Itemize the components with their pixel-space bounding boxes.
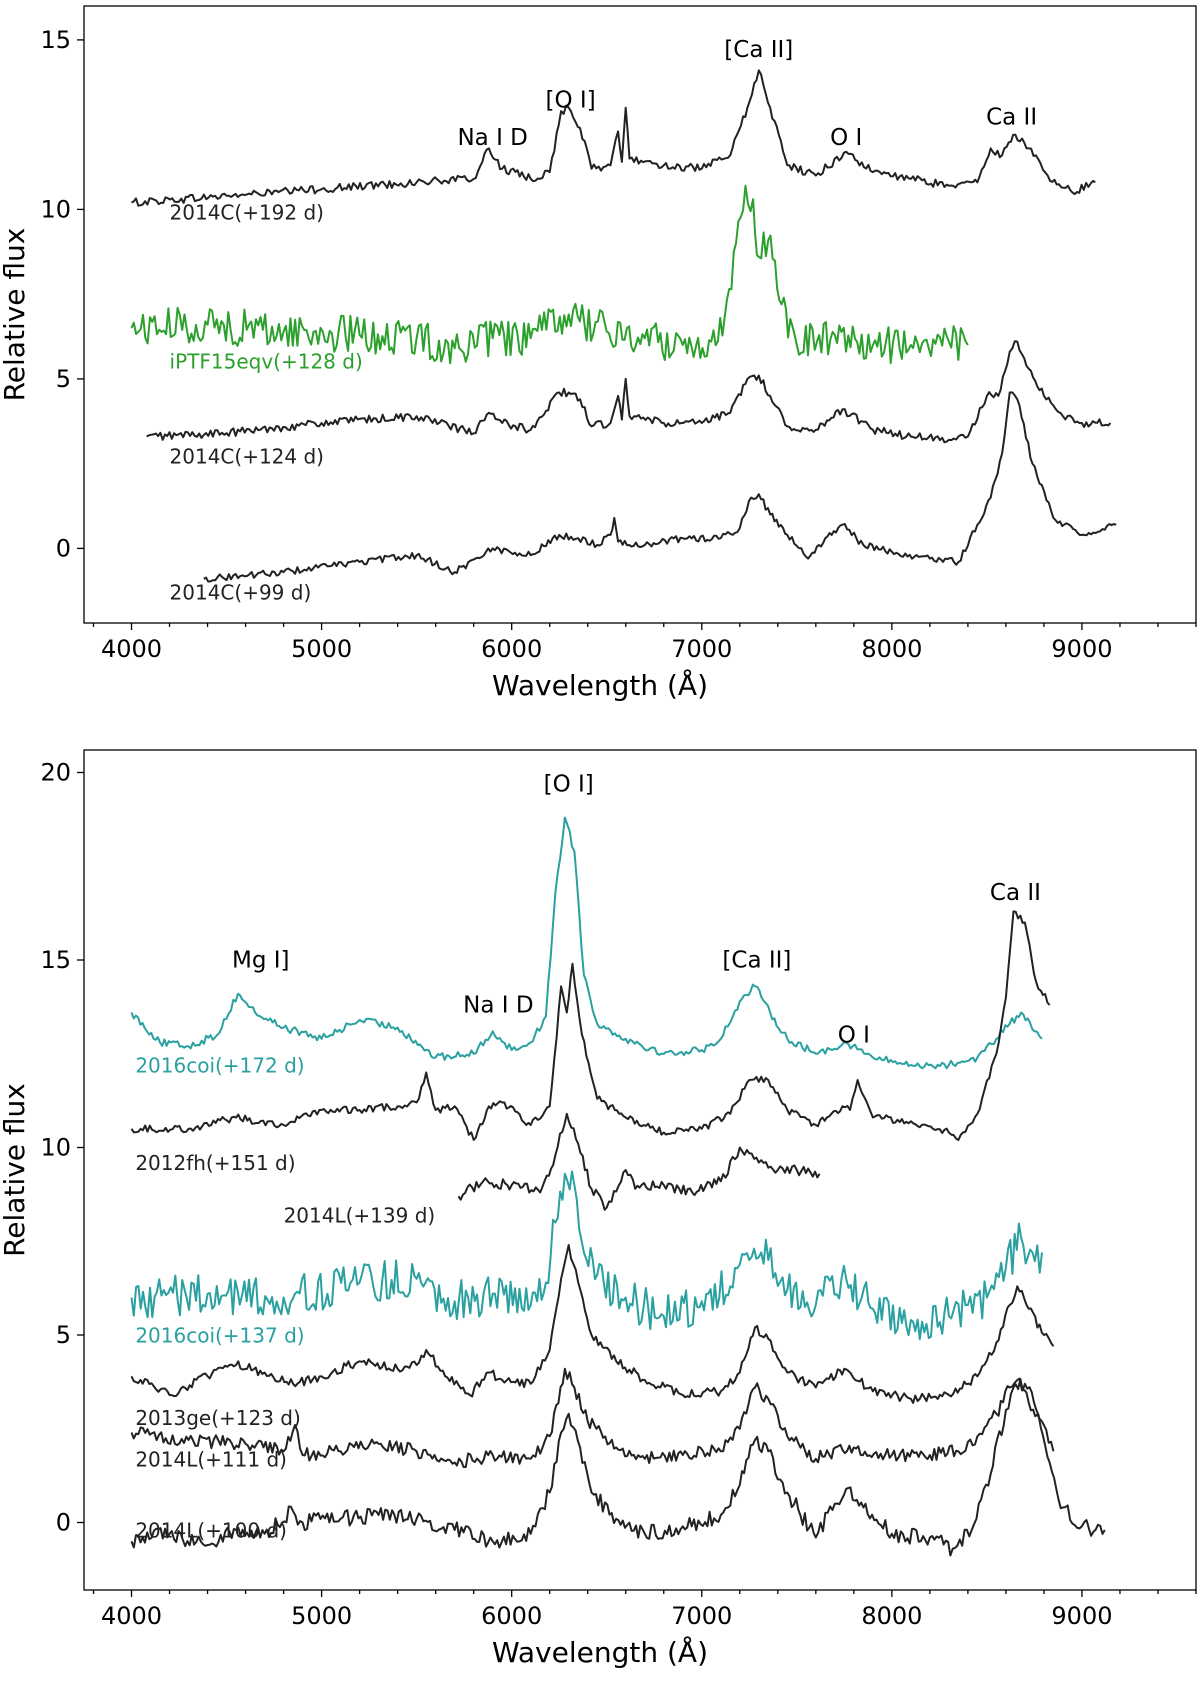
x-tick-label: 6000 [481, 635, 542, 663]
spectrum-label: 2014L(+100 d) [135, 1519, 287, 1543]
spectrum-line [203, 391, 1117, 583]
spectrum-label: 2014C(+192 d) [170, 201, 324, 225]
y-tick-label: 10 [40, 1134, 71, 1162]
x-axis-label: Wavelength (Å) [492, 668, 708, 702]
y-tick-label: 0 [56, 534, 71, 562]
plot-frame [83, 5, 1197, 624]
line-annotation: Ca II [990, 880, 1041, 906]
spectrum-line [130, 1244, 1055, 1404]
spectrum-line [130, 1170, 1043, 1341]
x-tick-label: 8000 [861, 635, 922, 663]
x-tick-label: 6000 [481, 1602, 542, 1630]
y-tick-label: 15 [40, 26, 71, 54]
x-tick-label: 9000 [1051, 1602, 1112, 1630]
y-axis-label: Relative flux [0, 228, 31, 402]
y-axis-label: Relative flux [0, 1083, 31, 1257]
x-tick-label: 9000 [1051, 635, 1112, 663]
plot-frame [83, 749, 1197, 1591]
line-annotation: [O I] [544, 771, 594, 797]
spectrum-label: 2014C(+124 d) [170, 445, 324, 469]
x-tick-label: 8000 [861, 1602, 922, 1630]
y-tick-label: 20 [40, 759, 71, 787]
line-annotation: Na I D [457, 125, 527, 151]
spectrum-line [130, 1367, 1055, 1468]
spectrum-label: 2014C(+99 d) [170, 580, 312, 604]
spectrum-label: 2016coi(+137 d) [135, 1324, 304, 1348]
x-tick-label: 4000 [101, 635, 162, 663]
x-tick-label: 7000 [671, 635, 732, 663]
line-annotation: [O I] [546, 88, 596, 114]
y-tick-label: 15 [40, 946, 71, 974]
y-tick-label: 0 [56, 1509, 71, 1537]
x-axis-label: Wavelength (Å) [492, 1635, 708, 1669]
line-annotation: Na I D [463, 993, 533, 1019]
bottom-spectra-panel: 4000 5000 6000 7000 8000 9000 0 5 10 15 20 Waveleng… [0, 749, 1197, 1669]
x-tick-label: 4000 [101, 1602, 162, 1630]
y-tick-label: 5 [56, 365, 71, 393]
spectrum-label: 2014L(+111 d) [135, 1447, 287, 1471]
spectrum-line [130, 184, 969, 365]
line-annotation: Ca II [986, 105, 1037, 131]
line-annotation: [Ca II] [722, 948, 791, 974]
x-tick-label: 5000 [291, 1602, 352, 1630]
spectrum-label: 2016coi(+172 d) [135, 1054, 304, 1078]
spectrum-line [131, 69, 1096, 207]
line-annotation: O I [830, 125, 862, 151]
line-annotation: O I [838, 1023, 870, 1049]
top-spectra-panel: 4000 5000 6000 7000 8000 9000 0 5 10 15 Wavelength… [0, 5, 1197, 702]
x-tick-label: 7000 [671, 1602, 732, 1630]
y-tick-label: 5 [56, 1321, 71, 1349]
spectrum-label: iPTF15eqv(+128 d) [170, 350, 363, 374]
spectrum-line [130, 910, 1051, 1141]
spectrum-line [130, 1378, 1106, 1557]
spectrum-line [130, 816, 1043, 1070]
spectrum-line [457, 1112, 821, 1211]
spectrum-label: 2014L(+139 d) [284, 1204, 436, 1228]
y-tick-label: 10 [40, 195, 71, 223]
spectrum-label: 2013ge(+123 d) [135, 1406, 300, 1430]
spectrum-label: 2012fh(+151 d) [135, 1151, 295, 1175]
line-annotation: [Ca II] [724, 37, 793, 63]
spectrum-line [146, 340, 1112, 444]
line-annotation: Mg I] [232, 948, 290, 974]
x-tick-label: 5000 [291, 635, 352, 663]
